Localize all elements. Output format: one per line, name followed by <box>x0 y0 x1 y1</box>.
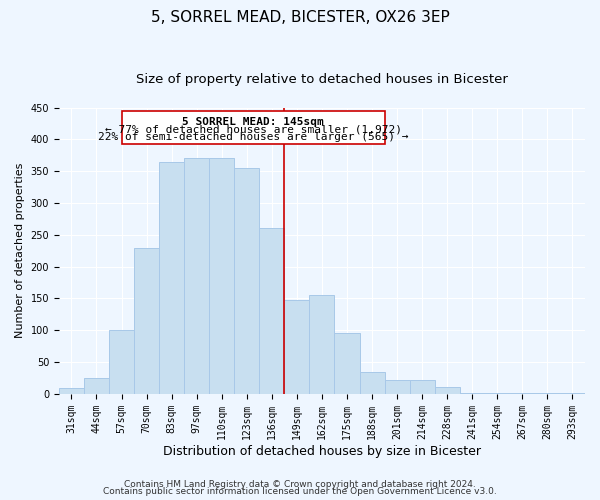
Text: 22% of semi-detached houses are larger (565) →: 22% of semi-detached houses are larger (… <box>98 132 409 141</box>
Text: 5, SORREL MEAD, BICESTER, OX26 3EP: 5, SORREL MEAD, BICESTER, OX26 3EP <box>151 10 449 25</box>
Text: 5 SORREL MEAD: 145sqm: 5 SORREL MEAD: 145sqm <box>182 117 324 127</box>
Bar <box>84 378 109 394</box>
Bar <box>209 158 234 394</box>
Bar <box>485 392 510 394</box>
Y-axis label: Number of detached properties: Number of detached properties <box>15 163 25 338</box>
Text: ← 77% of detached houses are smaller (1,972): ← 77% of detached houses are smaller (1,… <box>104 124 401 134</box>
Bar <box>434 387 460 394</box>
X-axis label: Distribution of detached houses by size in Bicester: Distribution of detached houses by size … <box>163 444 481 458</box>
Text: Contains HM Land Registry data © Crown copyright and database right 2024.: Contains HM Land Registry data © Crown c… <box>124 480 476 489</box>
Bar <box>234 168 259 394</box>
Bar <box>259 228 284 394</box>
Bar <box>410 380 434 394</box>
Text: Contains public sector information licensed under the Open Government Licence v3: Contains public sector information licen… <box>103 487 497 496</box>
Bar <box>184 158 209 394</box>
Bar <box>385 380 410 394</box>
Bar <box>310 296 334 394</box>
Bar <box>334 333 359 394</box>
Bar <box>109 330 134 394</box>
Bar <box>359 372 385 394</box>
Bar <box>460 392 485 394</box>
Bar <box>122 110 385 144</box>
Bar <box>59 388 84 394</box>
Bar <box>134 248 159 394</box>
Bar <box>159 162 184 394</box>
Bar <box>284 300 310 394</box>
Title: Size of property relative to detached houses in Bicester: Size of property relative to detached ho… <box>136 72 508 86</box>
